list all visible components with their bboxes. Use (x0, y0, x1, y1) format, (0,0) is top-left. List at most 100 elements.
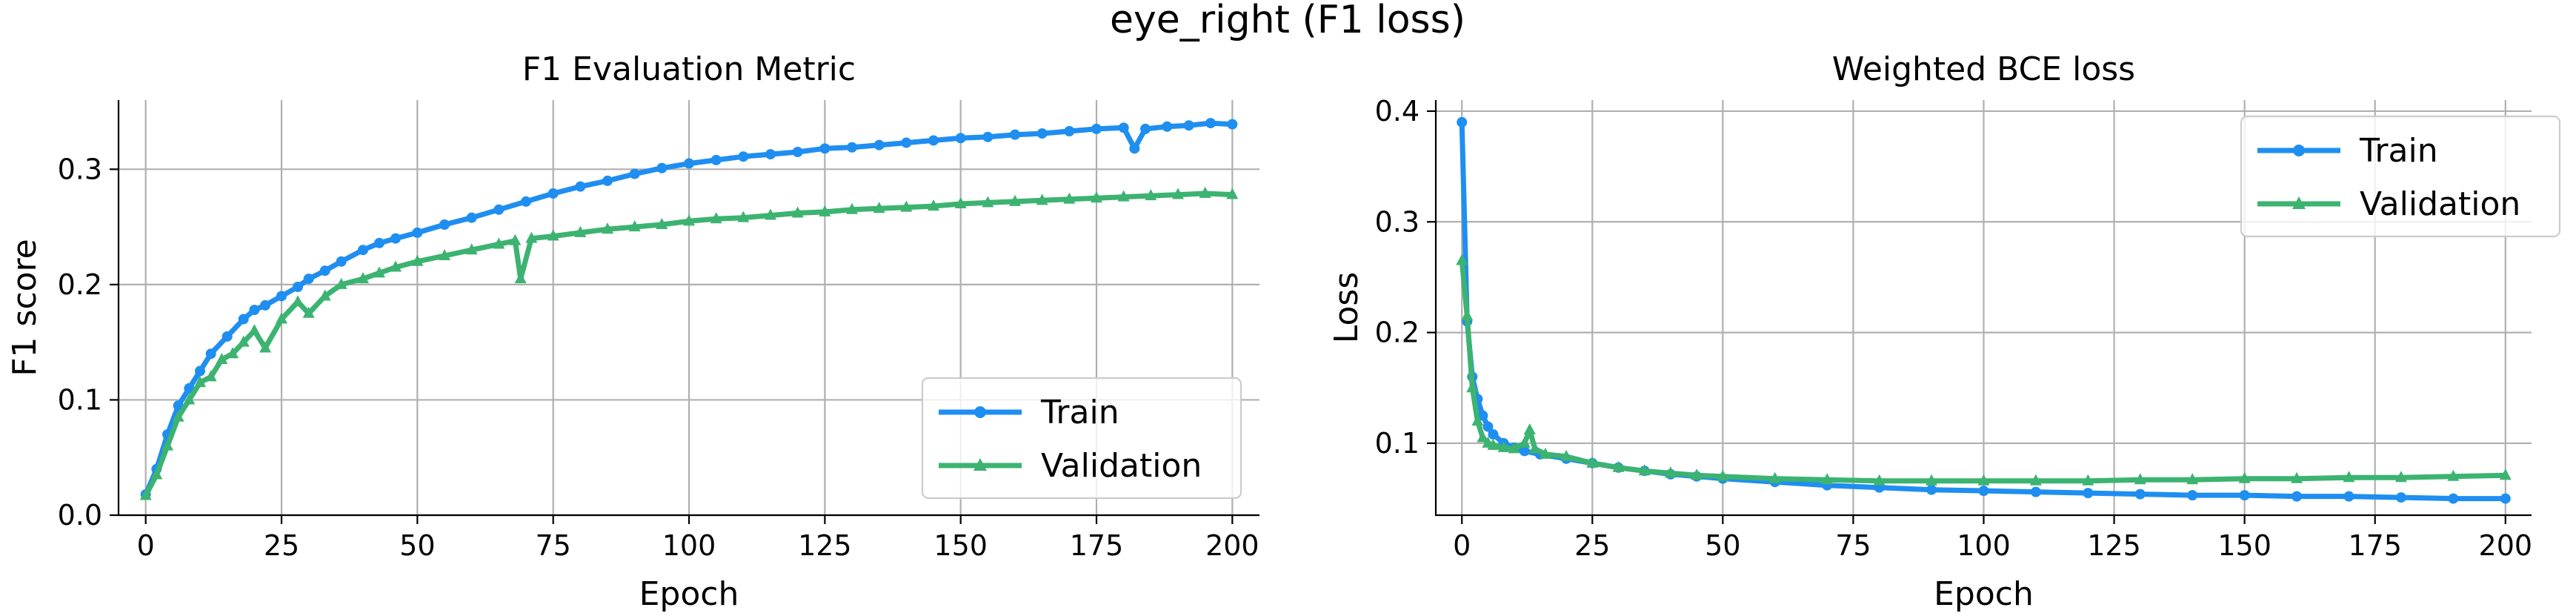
data-point (1461, 309, 1474, 321)
data-point (1118, 122, 1129, 133)
data-point (1523, 423, 1536, 435)
data-point (276, 312, 287, 324)
data-point (319, 265, 330, 276)
data-point (1497, 440, 1510, 452)
data-point (238, 314, 249, 325)
data-point (2500, 493, 2511, 504)
data-point (792, 147, 803, 157)
data-point (1117, 190, 1130, 202)
x-tick-label: 175 (1070, 529, 1124, 562)
data-point (260, 299, 270, 311)
data-point (928, 135, 939, 146)
data-point (765, 149, 776, 160)
y-tick-label: 0.0 (58, 499, 102, 531)
data-point (521, 196, 531, 207)
data-point (1064, 126, 1075, 136)
data-point (248, 324, 261, 336)
data-point (2448, 493, 2459, 504)
data-point (319, 289, 331, 301)
data-point (525, 231, 538, 243)
data-point (249, 305, 260, 316)
data-point (2082, 474, 2094, 486)
y-tick-label: 0.2 (58, 268, 102, 301)
x-tick-label: 200 (2479, 529, 2533, 562)
data-point (303, 274, 314, 285)
x-tick-label: 150 (2217, 529, 2272, 562)
legend-label: Train (2359, 132, 2438, 170)
data-point (2134, 489, 2146, 500)
data-point (955, 133, 966, 144)
data-point (1456, 254, 1468, 265)
data-point (2238, 471, 2251, 483)
data-point (439, 249, 450, 260)
data-point (1978, 486, 1989, 497)
data-point (2291, 471, 2303, 483)
data-point (873, 202, 885, 213)
data-point (2499, 468, 2512, 480)
data-point (901, 137, 912, 148)
data-point (819, 143, 831, 154)
x-tick-label: 75 (535, 529, 570, 562)
data-point (358, 245, 368, 256)
data-point (2239, 490, 2250, 501)
data-point (1926, 484, 1937, 495)
data-point (547, 229, 559, 241)
data-point (982, 196, 994, 208)
data-point (1612, 460, 1625, 472)
data-point (2394, 471, 2407, 483)
data-point (1821, 473, 1834, 485)
data-point (1977, 474, 1990, 486)
data-point (216, 353, 228, 364)
data-point (172, 410, 184, 422)
data-point (466, 212, 477, 223)
data-point (2343, 471, 2355, 483)
data-point (514, 272, 527, 284)
x-tick-label: 0 (1453, 529, 1471, 562)
legend-marker (974, 406, 986, 418)
legend-marker (2292, 196, 2306, 209)
data-point (656, 162, 668, 173)
data-point (194, 376, 206, 388)
data-point (357, 272, 369, 284)
data-point (1205, 118, 1216, 129)
data-point (710, 212, 722, 224)
series-line-train (143, 120, 1235, 497)
data-point (1586, 456, 1599, 468)
x-tick-label: 25 (1574, 529, 1610, 562)
data-point (1482, 421, 1494, 432)
x-tick-label: 150 (933, 529, 988, 562)
data-point (205, 348, 216, 360)
legend-label: Train (1040, 394, 1119, 431)
data-point (227, 347, 239, 359)
data-point (1487, 438, 1500, 450)
legend: Train Validation (921, 377, 1242, 500)
data-point (139, 489, 152, 500)
data-point (1091, 191, 1102, 203)
data-point (574, 225, 587, 237)
y-tick-label: 0.2 (1375, 317, 1420, 349)
data-point (1036, 128, 1048, 139)
data-point (1466, 381, 1479, 393)
legend-label: Validation (2360, 185, 2520, 223)
data-point (1528, 442, 1541, 454)
data-point (1063, 192, 1076, 204)
y-tick-label: 0.4 (1375, 95, 1420, 127)
data-point (1162, 121, 1173, 132)
data-point (150, 468, 163, 480)
data-point (2447, 469, 2460, 481)
data-point (259, 341, 271, 353)
legend-label: Validation (1041, 447, 1202, 485)
data-point (390, 233, 401, 244)
data-point (183, 393, 196, 405)
x-tick-label: 125 (2087, 529, 2141, 562)
data-point (548, 188, 559, 199)
legend-marker (2293, 145, 2305, 156)
data-point (293, 282, 303, 292)
data-point (222, 331, 233, 342)
y-axis-label: Loss (1328, 272, 1365, 344)
data-point (1926, 474, 1938, 486)
data-point (1457, 116, 1468, 127)
data-point (2395, 492, 2406, 503)
data-point (737, 211, 750, 222)
